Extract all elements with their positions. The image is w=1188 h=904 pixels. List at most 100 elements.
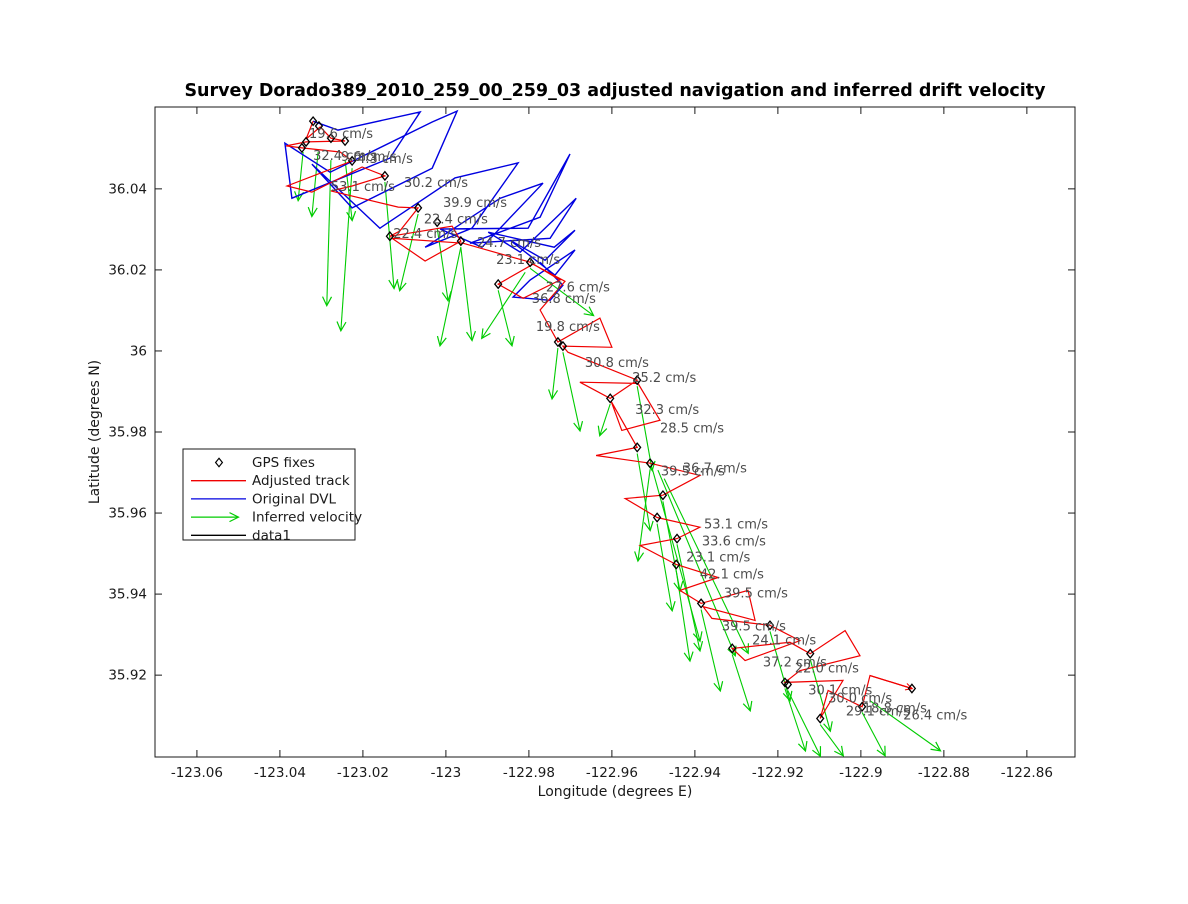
x-tick-label: -122.88 bbox=[918, 765, 970, 781]
x-tick-label: -122.86 bbox=[1001, 765, 1053, 781]
velocity-label: 26.4 cm/s bbox=[903, 709, 967, 724]
velocity-arrow bbox=[656, 523, 676, 613]
velocity-label: 30.0 cm/s bbox=[828, 692, 892, 707]
velocity-label: 24.1 cm/s bbox=[752, 634, 816, 649]
gps-fix-marker bbox=[347, 155, 357, 167]
velocity-arrow bbox=[396, 213, 419, 292]
velocity-label: 19.8 cm/s bbox=[536, 320, 600, 335]
velocity-label: 32.4 cm/s bbox=[313, 149, 377, 164]
velocity-label: 25.2 cm/s bbox=[632, 371, 696, 386]
velocity-label: 28.5 cm/s bbox=[660, 421, 724, 436]
gps-fix-marker bbox=[326, 132, 336, 144]
velocity-arrow bbox=[657, 469, 737, 657]
velocity-label: 33.6 cm/s bbox=[702, 534, 766, 549]
adjusted-track-end-arrow bbox=[869, 674, 914, 691]
velocity-arrow bbox=[634, 469, 651, 563]
y-tick-label: 36 bbox=[130, 343, 147, 359]
velocity-arrow bbox=[497, 290, 515, 348]
legend-item-label: data1 bbox=[252, 528, 291, 544]
velocity-arrow bbox=[787, 690, 822, 758]
velocity-label: 32.3 cm/s bbox=[635, 403, 699, 418]
legend-item-inferred-velocity: Inferred velocity bbox=[191, 510, 362, 526]
velocity-label: 9.6 cm/s bbox=[341, 150, 397, 165]
velocity-label: 23.1 cm/s bbox=[686, 551, 750, 566]
velocity-arrow bbox=[480, 271, 526, 340]
velocity-label: 22.0 cm/s bbox=[795, 662, 859, 677]
x-tick-label: -122.96 bbox=[586, 765, 638, 781]
velocity-label: 29.1 cm/s bbox=[846, 705, 910, 720]
velocity-label: 30.2 cm/s bbox=[404, 176, 468, 191]
x-tick-label: -122.98 bbox=[503, 765, 555, 781]
gps-fix-marker bbox=[380, 170, 390, 182]
velocity-label: 39.5 cm/s bbox=[724, 587, 788, 602]
x-tick-label: -123.02 bbox=[337, 765, 389, 781]
velocity-arrow bbox=[307, 151, 319, 218]
gps-fix-marker bbox=[815, 713, 825, 724]
gps-fix-marker bbox=[413, 202, 423, 214]
plot-content: -123.06 -123.04 -123.02 -123 -122.98 -122.96 -… bbox=[108, 106, 1076, 781]
velocity-label: 36.7 cm/s bbox=[683, 462, 747, 477]
velocity-arrow bbox=[384, 181, 399, 290]
gps-fix-marker bbox=[907, 683, 917, 694]
y-axis-label: Latitude (degrees N) bbox=[87, 360, 103, 504]
velocity-arrow bbox=[436, 228, 452, 303]
velocity-arrow bbox=[436, 247, 462, 348]
gps-fix-marker bbox=[605, 393, 615, 404]
adjusted-track-line bbox=[285, 120, 913, 719]
velocity-label: 24.7 cm/s bbox=[477, 236, 541, 251]
velocity-arrow bbox=[663, 478, 749, 655]
velocity-label: 27.6 cm/s bbox=[546, 280, 610, 295]
velocity-arrow bbox=[597, 403, 611, 437]
velocity-arrow bbox=[819, 724, 845, 757]
legend-item-adjusted-track: Adjusted track bbox=[191, 473, 350, 489]
velocity-arrow bbox=[636, 453, 654, 532]
plot-border bbox=[154, 106, 1076, 758]
velocity-arrow bbox=[548, 348, 559, 401]
legend-item-data1: data1 bbox=[191, 528, 291, 544]
velocity-label: 36.8 cm/s bbox=[532, 292, 596, 307]
gps-fix-marker bbox=[385, 231, 395, 242]
velocity-arrow bbox=[869, 700, 942, 752]
velocity-label: 53.1 cm/s bbox=[331, 180, 395, 195]
x-tick-label: -122.92 bbox=[752, 765, 804, 781]
velocity-arrow bbox=[700, 609, 724, 693]
gps-fix-marker bbox=[672, 533, 682, 544]
gps-fix-marker bbox=[652, 512, 662, 523]
y-tick-label: 36.02 bbox=[108, 262, 147, 278]
velocity-label: 4.3 cm/s bbox=[357, 152, 413, 167]
legend-item-label: Inferred velocity bbox=[252, 510, 362, 526]
velocity-label: 19.6 cm/s bbox=[309, 127, 373, 142]
legend-item-label: Original DVL bbox=[252, 491, 337, 507]
chart-title: Survey Dorado389_2010_259_00_259_03 adju… bbox=[184, 81, 1046, 101]
legend: GPS fixes Adjusted track Original DVL Infer… bbox=[182, 448, 362, 544]
gps-fix-marker bbox=[783, 679, 793, 690]
velocity-arrow bbox=[809, 659, 833, 733]
velocity-label: 39.5 cm/s bbox=[661, 464, 725, 479]
velocity-label: 30.8 cm/s bbox=[585, 356, 649, 371]
velocity-label: 18.8 cm/s bbox=[863, 701, 927, 716]
legend-item-label: Adjusted track bbox=[252, 473, 350, 489]
velocity-arrow bbox=[562, 352, 584, 433]
velocity-label: 22.4 cm/s bbox=[424, 212, 488, 227]
velocity-arrow bbox=[784, 688, 808, 753]
gps-fix-marker bbox=[765, 620, 775, 631]
gps-fix-marker bbox=[558, 340, 568, 352]
y-tick-label: 35.98 bbox=[108, 425, 147, 441]
legend-gps-marker-icon bbox=[214, 457, 224, 468]
legend-item-gps-fixes: GPS fixes bbox=[214, 455, 315, 471]
y-tick-label: 35.92 bbox=[108, 668, 147, 684]
velocity-label: 39.5 cm/s bbox=[722, 620, 786, 635]
gps-fix-marker bbox=[658, 489, 668, 501]
velocity-arrow bbox=[460, 247, 477, 342]
x-tick-label: -122.94 bbox=[669, 765, 721, 781]
gps-fix-marker bbox=[456, 235, 466, 247]
gps-fix-marker bbox=[432, 216, 442, 228]
velocity-label: 22.4 cm/s bbox=[393, 227, 457, 242]
x-tick-label: -123 bbox=[431, 765, 462, 781]
velocity-arrow bbox=[636, 386, 656, 472]
velocity-label: 23.1 cm/s bbox=[496, 253, 560, 268]
velocity-arrow bbox=[769, 631, 793, 703]
velocity-label: 39.9 cm/s bbox=[443, 196, 507, 211]
gps-fix-marker bbox=[645, 457, 655, 469]
